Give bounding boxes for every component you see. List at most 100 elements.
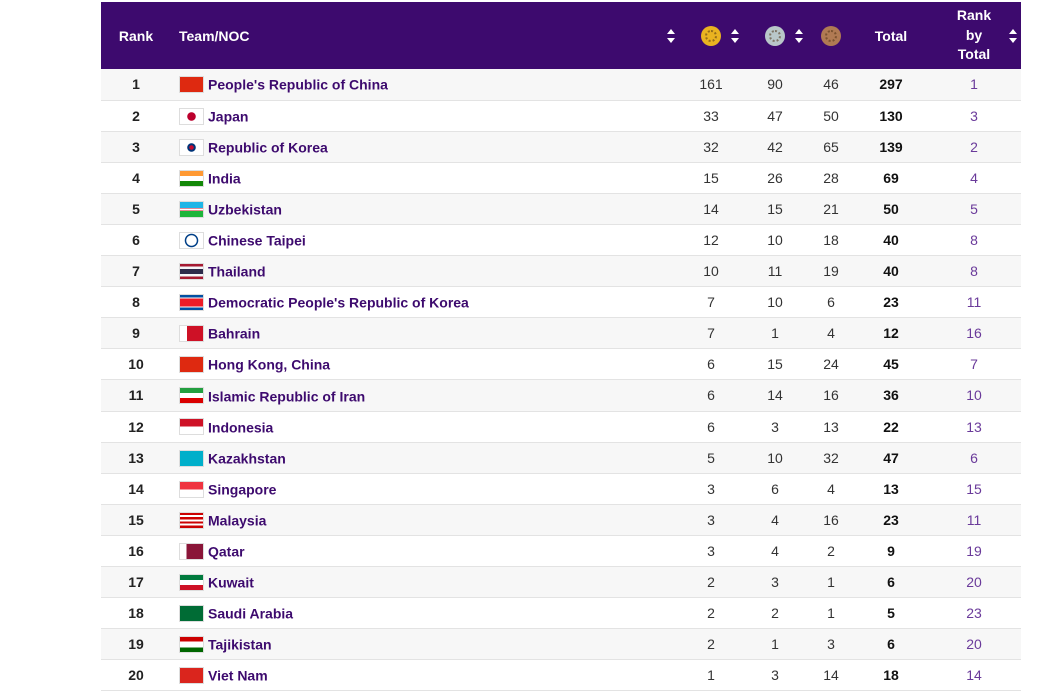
team-name-link[interactable]: Qatar [208,543,245,560]
header-team-label: Team/NOC [179,27,250,44]
total-count: 130 [879,107,903,124]
table-row: 15 Malaysia 3 4 16 23 11 [101,504,1021,536]
team-cell[interactable]: Islamic Republic of Iran [171,380,679,411]
rank-cell: 15 [128,511,144,528]
team-name-link[interactable]: Japan [208,108,249,125]
table-row: 14 Singapore 3 6 4 13 15 [101,473,1021,505]
team-name-link[interactable]: Indonesia [208,418,274,435]
rank-by-total-cell: 14 [966,667,982,684]
gold-count: 6 [707,418,715,435]
team-name-link[interactable]: Hong Kong, China [208,356,331,373]
total-count: 13 [883,480,899,497]
header-team[interactable]: Team/NOC [171,2,679,69]
rank-by-total-cell: 1 [970,76,978,93]
team-name-link[interactable]: Kuwait [208,574,254,591]
gold-count: 3 [707,542,715,559]
bronze-count: 21 [823,200,839,217]
gold-count: 2 [707,605,715,622]
rank-cell: 4 [132,169,140,186]
rank-by-total-cell: 4 [970,169,978,186]
sort-team-icon[interactable] [667,28,675,43]
rank-by-total-cell: 23 [966,605,982,622]
gold-count: 15 [703,169,719,186]
flag-icon [179,511,204,529]
rank-by-total-cell: 11 [966,294,982,311]
flag-icon [179,418,204,436]
team-name-link[interactable]: Chinese Taipei [208,232,306,249]
team-cell[interactable]: Indonesia [171,411,679,442]
table-row: 9 Bahrain 7 1 4 12 16 [101,317,1021,349]
team-cell[interactable]: Chinese Taipei [171,224,679,255]
team-cell[interactable]: Kazakhstan [171,442,679,473]
bronze-count: 28 [823,169,839,186]
gold-count: 7 [707,294,715,311]
table-row: 7 Thailand 10 11 19 40 8 [101,255,1021,287]
rank-by-total-cell: 20 [966,636,982,653]
gold-count: 3 [707,511,715,528]
silver-count: 14 [767,387,783,404]
team-name-link[interactable]: Thailand [208,263,266,280]
team-name-link[interactable]: Viet Nam [208,667,268,684]
table-row: 6 Chinese Taipei 12 10 18 40 8 [101,224,1021,256]
header-bronze[interactable] [807,2,855,69]
total-count: 6 [887,574,895,591]
team-cell[interactable]: Bahrain [171,318,679,349]
team-name-link[interactable]: Kazakhstan [208,450,286,467]
team-name-link[interactable]: Islamic Republic of Iran [208,387,366,404]
total-count: 139 [879,138,903,155]
team-name-link[interactable]: Bahrain [208,325,261,342]
team-name-link[interactable]: People's Republic of China [208,76,388,93]
sort-silver-icon[interactable] [795,28,803,43]
team-cell[interactable]: Malaysia [171,504,679,535]
team-cell[interactable]: Tajikistan [171,629,679,660]
header-gold[interactable] [679,2,743,69]
table-row: 3 Republic of Korea 32 42 65 139 2 [101,131,1021,163]
team-cell[interactable]: Singapore [171,473,679,504]
bronze-count: 4 [827,480,835,497]
silver-count: 3 [771,667,779,684]
team-cell[interactable]: Qatar [171,535,679,566]
bronze-count: 14 [823,667,839,684]
bronze-count: 16 [823,387,839,404]
table-row: 8 Democratic People's Republic of Korea 7 1… [101,287,1021,318]
team-cell[interactable]: Democratic People's Republic of Korea [171,287,679,318]
team-cell[interactable]: Japan [171,100,679,131]
team-name-link[interactable]: Tajikistan [208,636,272,653]
sort-rank-by-total-icon[interactable] [1009,28,1017,43]
bronze-count: 19 [823,263,839,280]
team-cell[interactable]: Viet Nam [171,660,679,691]
gold-count: 6 [707,387,715,404]
rank-cell: 20 [128,667,144,684]
team-cell[interactable]: People's Republic of China [171,69,679,100]
header-silver[interactable] [743,2,807,69]
team-name-link[interactable]: Uzbekistan [208,201,282,218]
gold-count: 2 [707,636,715,653]
silver-count: 10 [767,294,783,311]
table-row: 11 Islamic Republic of Iran 6 14 16 36 10 [101,379,1021,412]
team-cell[interactable]: Thailand [171,256,679,287]
team-name-link[interactable]: Republic of Korea [208,139,328,156]
bronze-count: 13 [823,418,839,435]
team-cell[interactable]: Kuwait [171,567,679,598]
team-cell[interactable]: Uzbekistan [171,193,679,224]
silver-count: 15 [767,200,783,217]
team-name-link[interactable]: Malaysia [208,512,267,529]
team-cell[interactable]: Hong Kong, China [171,349,679,380]
team-cell[interactable]: India [171,162,679,193]
team-name-link[interactable]: India [208,170,241,187]
flag-icon [179,573,204,591]
flag-icon [179,605,204,623]
header-rank-by-total[interactable]: Rank by Total [927,2,1021,69]
team-name-link[interactable]: Saudi Arabia [208,605,294,622]
rank-by-total-cell: 6 [970,449,978,466]
team-name-link[interactable]: Democratic People's Republic of Korea [208,294,469,311]
sort-gold-icon[interactable] [731,28,739,43]
team-name-link[interactable]: Singapore [208,481,277,498]
silver-count: 11 [767,263,783,280]
team-cell[interactable]: Republic of Korea [171,131,679,162]
team-cell[interactable]: Saudi Arabia [171,598,679,629]
rank-cell: 1 [132,76,140,93]
medal-table: Rank Team/NOC Total [101,2,1021,691]
rank-cell: 13 [128,449,144,466]
silver-count: 10 [767,232,783,249]
